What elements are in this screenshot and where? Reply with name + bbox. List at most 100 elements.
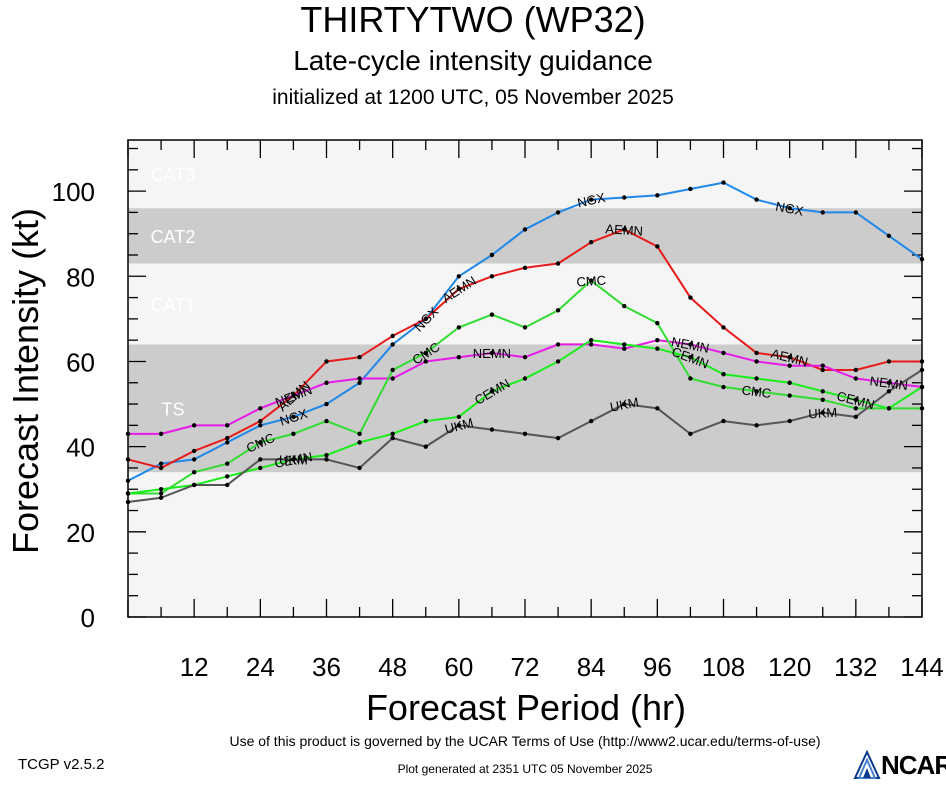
data-point-aemn: [588, 240, 594, 245]
x-tick-label: 60: [444, 652, 473, 682]
data-point-cmc: [588, 278, 594, 283]
tick-labels: 12 24 36 48 60 72 84 96 108 120 132 144 0 20 40 60 80 100: [52, 177, 944, 682]
band-label-cat3: CAT3: [151, 165, 196, 185]
terms-of-use-notice: Use of this product is governed by the U…: [229, 733, 821, 749]
data-point-ngx: [688, 186, 693, 192]
data-point-cemn: [688, 355, 693, 360]
data-point-ukm: [191, 482, 197, 488]
x-tick-label: 84: [577, 652, 606, 682]
data-point-ngx: [489, 252, 495, 258]
data-point-ngx: [787, 205, 792, 211]
data-point-aemn: [357, 355, 362, 360]
x-tick-label: 36: [312, 652, 341, 682]
data-point-ukm: [357, 465, 362, 471]
data-point-ukm: [820, 410, 825, 415]
data-point-cmc: [754, 389, 759, 394]
data-point-nemn: [291, 393, 296, 398]
data-point-cemn: [357, 440, 362, 445]
band-label-ts: TS: [161, 399, 184, 419]
data-point-nemn: [357, 376, 362, 381]
y-tick-label: 80: [66, 262, 95, 292]
x-axis-label: Forecast Period (hr): [366, 687, 686, 728]
data-point-aemn: [423, 316, 428, 322]
data-point-ngx: [357, 380, 362, 385]
data-point-aemn: [622, 227, 627, 232]
data-point-cmc: [555, 308, 561, 313]
data-point-ngx: [655, 193, 660, 198]
data-point-ukm: [158, 495, 164, 500]
data-point-nemn: [655, 337, 660, 343]
data-point-cmc: [787, 393, 792, 398]
data-point-cmc: [489, 312, 495, 317]
data-point-ukm: [390, 435, 395, 441]
data-point-ukm: [324, 457, 329, 462]
data-point-ukm: [588, 418, 594, 424]
y-tick-label: 20: [66, 518, 95, 548]
data-point-nemn: [853, 376, 859, 381]
logo-text: NCAR: [881, 750, 946, 780]
data-point-aemn: [390, 333, 395, 339]
chart-init-time: initialized at 1200 UTC, 05 November 202…: [272, 86, 674, 109]
data-point-cmc: [225, 461, 230, 466]
series-label-ngx: NGX: [774, 199, 805, 219]
data-point-aemn: [158, 465, 164, 471]
data-point-ngx: [886, 233, 892, 239]
data-point-nemn: [225, 423, 230, 428]
x-tick-label: 96: [643, 652, 672, 682]
data-point-aemn: [886, 359, 892, 364]
data-point-cemn: [555, 359, 561, 364]
data-point-ngx: [258, 423, 263, 428]
data-point-cemn: [489, 389, 495, 394]
data-point-cemn: [522, 376, 528, 381]
series-label-cmc: CMC: [576, 273, 607, 290]
series-label-nemn: NEMN: [670, 334, 710, 356]
data-point-ngx: [853, 210, 859, 215]
data-point-ngx: [291, 414, 296, 420]
data-point-cmc: [456, 325, 462, 330]
data-point-ngx: [225, 440, 230, 445]
data-point-ngx: [191, 457, 197, 462]
data-point-cmc: [688, 376, 693, 381]
data-point-cemn: [324, 452, 329, 458]
data-point-aemn: [324, 359, 329, 364]
data-point-cemn: [853, 397, 859, 402]
data-point-cemn: [721, 372, 726, 377]
data-point-cemn: [390, 431, 395, 437]
data-point-nemn: [489, 350, 495, 356]
data-point-ngx: [390, 342, 395, 347]
data-point-cmc: [423, 350, 428, 356]
data-point-aemn: [522, 265, 528, 270]
band-label-cat1: CAT1: [151, 295, 196, 315]
x-tick-label: 48: [378, 652, 407, 682]
band-below-ts: [128, 472, 922, 617]
data-point-aemn: [721, 325, 726, 330]
data-point-nemn: [688, 342, 693, 347]
data-point-cmc: [853, 406, 859, 411]
x-tick-label: 132: [834, 652, 877, 682]
data-point-cmc: [721, 384, 726, 390]
y-tick-label: 0: [81, 603, 95, 633]
data-point-aemn: [225, 435, 230, 441]
x-tick-label: 12: [180, 652, 209, 682]
data-point-ukm: [225, 482, 230, 488]
plot-frame: [127, 139, 923, 618]
data-point-cmc: [622, 303, 627, 309]
data-point-cemn: [820, 389, 825, 394]
data-point-ngx: [555, 210, 561, 215]
data-point-cemn: [423, 418, 428, 424]
data-point-nemn: [622, 346, 627, 351]
series-label-nemn: NEMN: [869, 373, 909, 393]
data-point-cmc: [324, 418, 329, 424]
series-label-aemn: AEMN: [605, 221, 643, 238]
band-label-cat2: CAT2: [151, 227, 196, 247]
data-point-aemn: [688, 295, 693, 300]
data-point-ukm: [423, 444, 428, 449]
generated-timestamp: Plot generated at 2351 UTC 05 November 2…: [397, 762, 653, 776]
data-point-ukm: [489, 427, 495, 432]
data-point-cemn: [655, 346, 660, 351]
band-cat1: [128, 263, 922, 345]
data-point-ngx: [721, 180, 726, 185]
series-label-ukm: UKM: [808, 405, 838, 422]
data-point-ukm: [522, 431, 528, 437]
